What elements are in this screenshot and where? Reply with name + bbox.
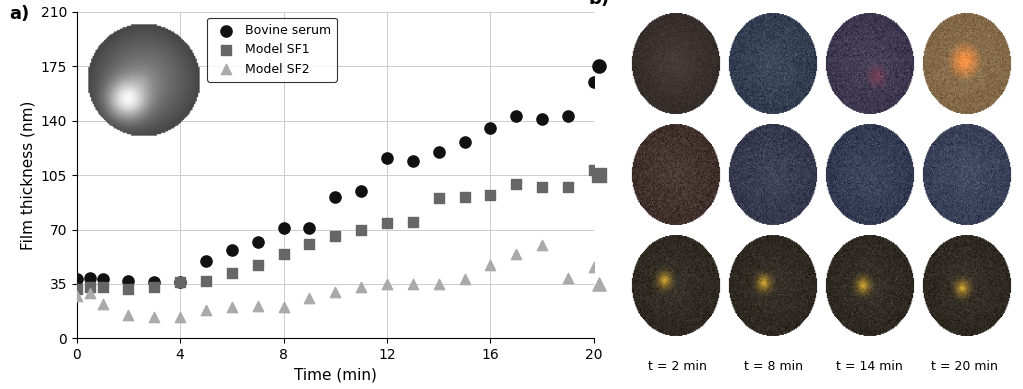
Bovine serum	[82, 275, 98, 281]
Model SF2	[197, 307, 214, 314]
Text: t = 20 min: t = 20 min	[932, 360, 998, 373]
Bovine serum	[146, 279, 163, 286]
Model SF1	[456, 194, 473, 200]
Bovine serum	[94, 276, 110, 282]
Model SF1	[69, 286, 85, 292]
Model SF1	[327, 233, 344, 239]
Bovine serum	[585, 79, 602, 85]
Model SF1	[146, 284, 163, 290]
Text: t = 8 min: t = 8 min	[744, 360, 803, 373]
Bovine serum	[275, 225, 292, 231]
Model SF1	[250, 262, 266, 268]
Legend: Bovine serum, Model SF1, Model SF2: Bovine serum, Model SF1, Model SF2	[207, 18, 337, 82]
Model SF1	[82, 284, 98, 290]
Model SF2	[405, 281, 421, 287]
Model SF2	[379, 281, 395, 287]
Model SF1	[482, 192, 498, 198]
Point	[590, 172, 607, 178]
Model SF1	[560, 184, 576, 191]
Model SF1	[379, 220, 395, 226]
Model SF2	[275, 304, 292, 310]
Model SF2	[94, 301, 110, 307]
X-axis label: Time (min): Time (min)	[294, 368, 376, 383]
Text: t = 2 min: t = 2 min	[649, 360, 707, 373]
Bovine serum	[69, 276, 85, 282]
Y-axis label: Film thickness (nm): Film thickness (nm)	[20, 100, 35, 250]
Bovine serum	[250, 239, 266, 245]
Model SF1	[275, 251, 292, 258]
Model SF2	[301, 295, 317, 301]
Model SF1	[585, 167, 602, 173]
Model SF2	[224, 304, 240, 310]
Model SF1	[405, 219, 421, 225]
Model SF2	[585, 264, 602, 270]
Text: t = 14 min: t = 14 min	[836, 360, 902, 373]
Model SF2	[250, 303, 266, 309]
Model SF2	[508, 251, 525, 258]
Model SF2	[353, 284, 369, 290]
Bovine serum	[121, 278, 137, 284]
Model SF2	[560, 275, 576, 281]
Bovine serum	[534, 116, 550, 122]
Bovine serum	[560, 113, 576, 119]
Model SF2	[431, 281, 447, 287]
Model SF1	[121, 286, 137, 292]
Model SF1	[508, 181, 525, 187]
Model SF1	[353, 226, 369, 233]
Model SF2	[456, 276, 473, 282]
Model SF1	[431, 195, 447, 202]
Point	[590, 63, 607, 69]
Bovine serum	[224, 247, 240, 253]
Bovine serum	[197, 258, 214, 264]
Bovine serum	[456, 139, 473, 145]
Model SF1	[197, 278, 214, 284]
Model SF2	[146, 314, 163, 320]
Model SF2	[82, 290, 98, 296]
Model SF2	[172, 314, 188, 320]
Text: b): b)	[589, 0, 610, 8]
Bovine serum	[482, 125, 498, 131]
Bovine serum	[508, 113, 525, 119]
Model SF2	[121, 312, 137, 318]
Model SF2	[482, 262, 498, 268]
Bovine serum	[327, 194, 344, 200]
Model SF2	[534, 242, 550, 248]
Bovine serum	[379, 155, 395, 161]
Point	[590, 281, 607, 287]
Model SF1	[301, 240, 317, 247]
Model SF1	[534, 184, 550, 191]
Bovine serum	[301, 225, 317, 231]
Model SF1	[172, 279, 188, 286]
Bovine serum	[353, 187, 369, 194]
Model SF2	[69, 293, 85, 300]
Model SF2	[327, 289, 344, 295]
Bovine serum	[172, 279, 188, 286]
Model SF1	[94, 284, 110, 290]
Bovine serum	[405, 158, 421, 164]
Model SF1	[224, 270, 240, 276]
Text: a): a)	[9, 5, 30, 23]
Bovine serum	[431, 149, 447, 155]
